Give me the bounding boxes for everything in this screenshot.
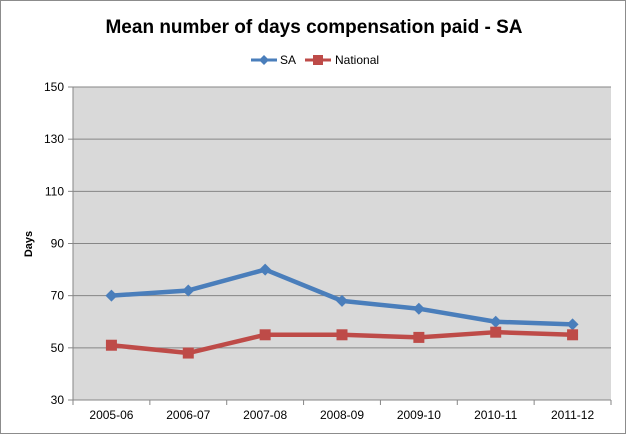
data-point-national: [336, 329, 348, 341]
data-point-sa: [105, 289, 118, 302]
y-tick-label: 130: [44, 132, 64, 146]
y-tick-label: 110: [45, 184, 64, 198]
y-tick-label: 70: [51, 289, 65, 303]
legend-marker-national: [313, 55, 323, 65]
y-tick-label: 30: [51, 393, 65, 407]
legend-label-sa: SA: [280, 53, 296, 67]
x-tick-label: 2008-09: [320, 408, 364, 422]
series-layer: [105, 263, 579, 359]
x-tick-label: 2010-11: [474, 408, 517, 422]
data-point-sa: [336, 294, 348, 307]
data-point-national: [413, 331, 425, 343]
data-point-national: [567, 329, 579, 341]
data-point-national: [105, 339, 117, 351]
y-axis-ticks: 30 50 70 90 110 130 150: [44, 80, 73, 407]
legend-item-sa: SA: [251, 53, 296, 67]
series-national: [105, 326, 579, 359]
chart-title: Mean number of days compensation paid - …: [105, 17, 522, 38]
legend: SA National: [251, 53, 379, 67]
x-tick-label: 2007-08: [243, 408, 287, 422]
y-tick-label: 50: [51, 341, 65, 355]
x-tick-label: 2005-06: [89, 408, 133, 422]
data-point-national: [490, 326, 502, 338]
data-point-national: [182, 347, 194, 359]
data-point-sa: [182, 284, 195, 297]
y-tick-label: 90: [51, 237, 65, 251]
legend-marker-sa: [259, 55, 269, 65]
x-tick-label: 2009-10: [397, 408, 441, 422]
x-axis-ticks: 2005-06 2006-07 2007-08 2008-09 2009-10 2010-…: [72, 400, 612, 422]
x-tick-label: 2011-12: [551, 408, 594, 422]
y-axis-label: Days: [23, 231, 35, 257]
legend-item-national: National: [305, 53, 379, 67]
x-tick-label: 2006-07: [166, 408, 210, 422]
data-point-sa: [259, 263, 272, 276]
y-tick-label: 150: [44, 80, 64, 94]
data-point-sa: [489, 315, 502, 328]
legend-label-national: National: [335, 53, 379, 67]
data-point-national: [259, 329, 271, 341]
data-point-sa: [566, 318, 579, 331]
series-sa: [105, 263, 579, 331]
data-point-sa: [412, 302, 425, 315]
